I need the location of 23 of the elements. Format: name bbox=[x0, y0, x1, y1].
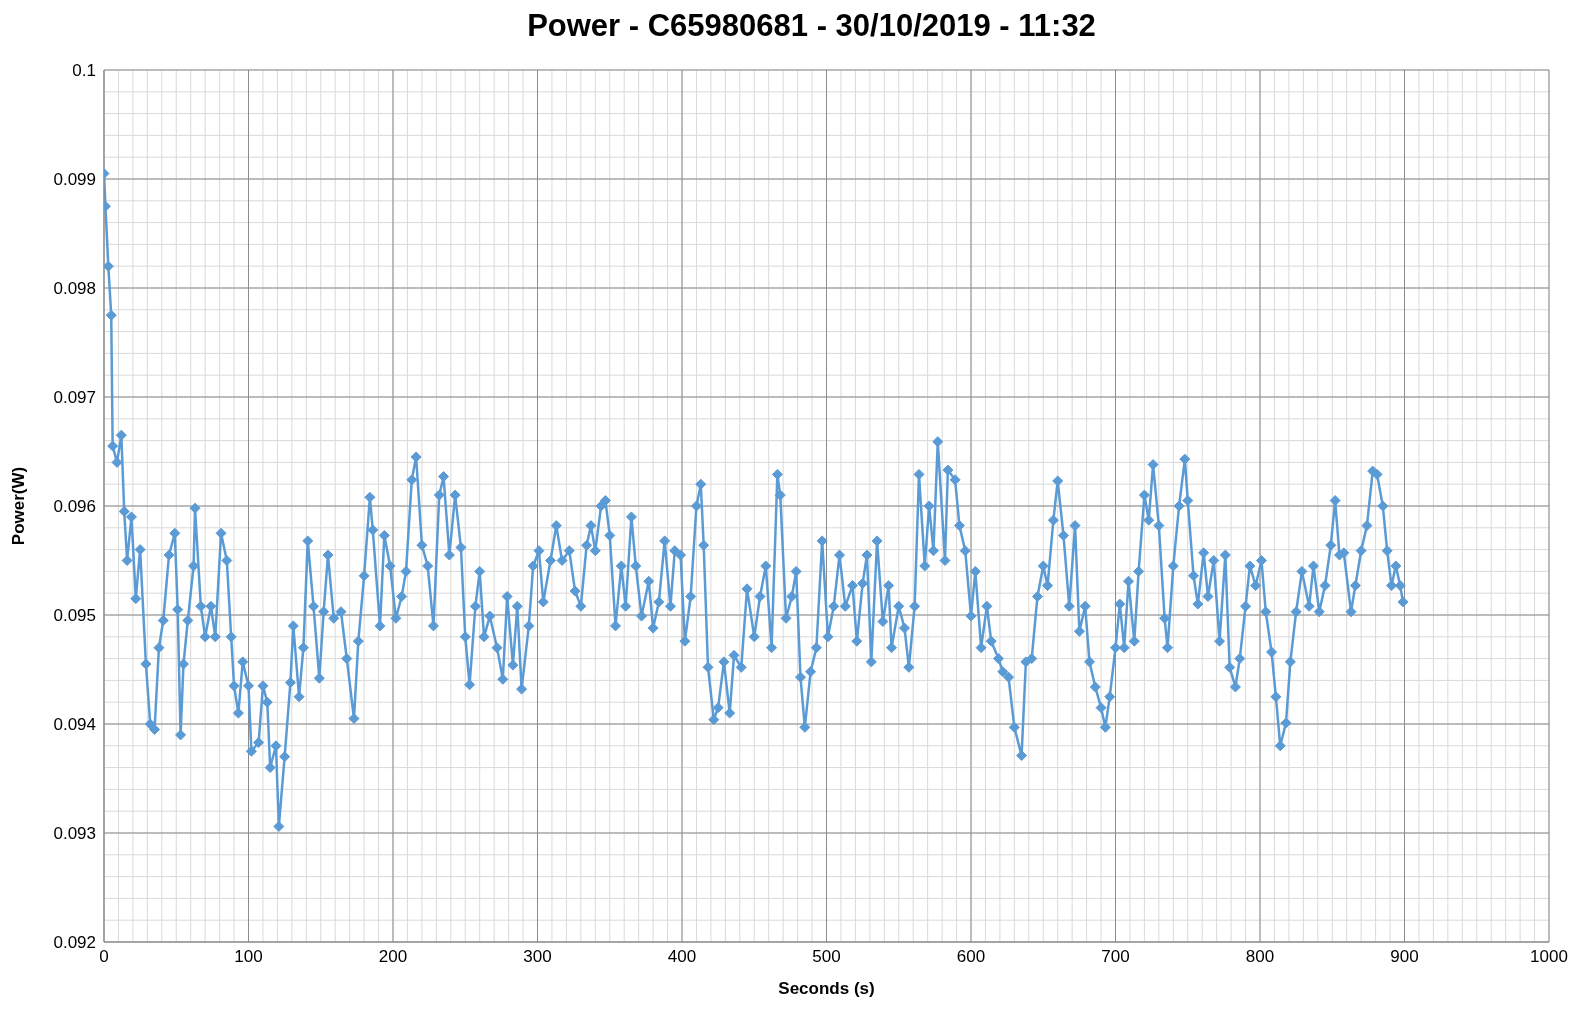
y-tick-label: 0.094 bbox=[53, 715, 96, 735]
x-tick-label: 900 bbox=[1390, 947, 1419, 967]
y-axis-title: Power(W) bbox=[9, 466, 29, 546]
chart-title: Power - C65980681 - 30/10/2019 - 11:32 bbox=[526, 8, 1097, 45]
x-tick-label: 800 bbox=[1245, 947, 1275, 967]
y-tick-label: 0.099 bbox=[53, 170, 96, 190]
y-tick-label: 0.095 bbox=[53, 606, 96, 626]
x-tick-label: 300 bbox=[523, 947, 552, 967]
y-tick-label: 0.093 bbox=[53, 824, 96, 844]
x-tick-label: 200 bbox=[378, 947, 408, 967]
x-tick-label: 0 bbox=[99, 947, 109, 967]
y-tick-label: 0.1 bbox=[72, 61, 96, 81]
y-tick-label: 0.092 bbox=[53, 933, 96, 953]
x-tick-label: 700 bbox=[1101, 947, 1130, 967]
y-tick-label: 0.096 bbox=[53, 497, 96, 517]
x-tick-label: 400 bbox=[667, 947, 697, 967]
x-tick-label: 500 bbox=[812, 947, 841, 967]
x-tick-label: 1000 bbox=[1530, 947, 1568, 967]
x-tick-label: 100 bbox=[234, 947, 263, 967]
y-tick-label: 0.098 bbox=[53, 279, 96, 299]
x-tick-label: 600 bbox=[956, 947, 986, 967]
y-tick-label: 0.097 bbox=[53, 388, 96, 408]
x-axis-title: Seconds (s) bbox=[778, 979, 875, 998]
